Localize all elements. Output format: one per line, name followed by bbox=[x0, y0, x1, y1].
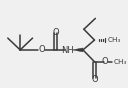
Text: CH₃: CH₃ bbox=[108, 37, 121, 43]
Text: O: O bbox=[102, 57, 108, 66]
Polygon shape bbox=[72, 48, 83, 52]
Text: O: O bbox=[38, 45, 45, 54]
Text: O: O bbox=[52, 28, 59, 37]
Text: CH₃: CH₃ bbox=[114, 59, 127, 65]
Text: NH: NH bbox=[62, 46, 74, 55]
Text: O: O bbox=[91, 75, 98, 84]
